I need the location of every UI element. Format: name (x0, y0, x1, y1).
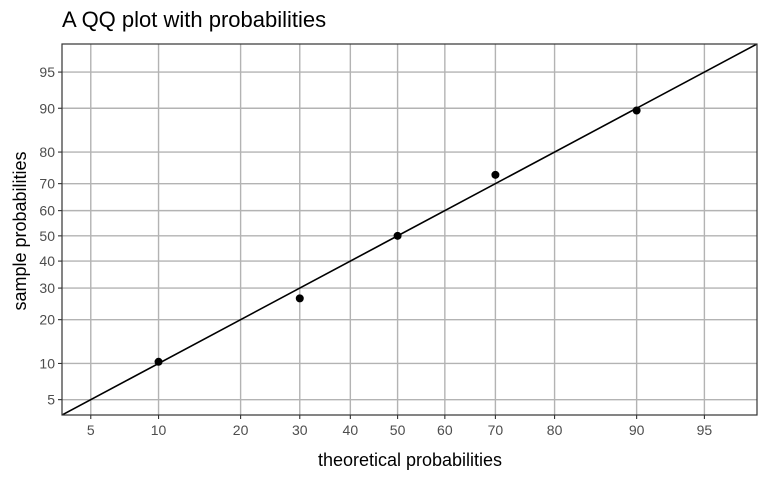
x-tick-label: 20 (233, 422, 249, 438)
x-tick-label: 40 (343, 422, 359, 438)
x-tick-label: 50 (390, 422, 406, 438)
y-tick-label: 70 (39, 176, 55, 192)
reference-line (62, 44, 757, 415)
y-tick-label: 60 (39, 203, 55, 219)
x-tick-label: 80 (547, 422, 563, 438)
y-tick-label: 20 (39, 312, 55, 328)
chart-title: A QQ plot with probabilities (62, 7, 326, 32)
y-tick-label: 90 (39, 100, 55, 116)
plot-area: 5 10 20 30 40 50 60 70 80 90 95 5 10 20 30 40 50 60 70 80 90… (39, 43, 758, 438)
panel-border (61, 43, 758, 416)
data-point-5 (632, 106, 641, 115)
x-tick-label: 10 (151, 422, 167, 438)
x-tick-label: 60 (437, 422, 453, 438)
x-axis-title: theoretical probabilities (318, 450, 502, 470)
x-tick-label: 30 (292, 422, 308, 438)
data-point-3 (393, 231, 402, 240)
x-tick-label: 95 (697, 422, 713, 438)
y-tick-label: 95 (39, 64, 55, 80)
y-tick-label: 5 (47, 392, 55, 408)
y-tick-label: 40 (39, 253, 55, 269)
y-tick-label: 80 (39, 144, 55, 160)
data-point-1 (154, 357, 163, 366)
data-point-4 (491, 170, 500, 179)
y-axis-title: sample probabilities (10, 151, 30, 310)
data-point-2 (295, 294, 304, 303)
y-tick-label: 10 (39, 355, 55, 371)
x-tick-label: 70 (488, 422, 504, 438)
x-tick-label: 90 (629, 422, 645, 438)
y-tick-label: 30 (39, 280, 55, 296)
x-tick-label: 5 (87, 422, 95, 438)
y-tick-label: 50 (39, 228, 55, 244)
